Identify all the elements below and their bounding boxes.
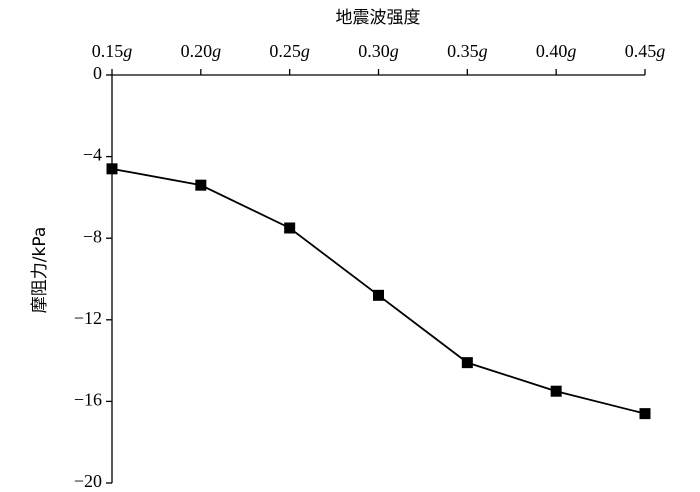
point-marker <box>284 222 296 234</box>
y-tick-label: 0 <box>93 63 102 83</box>
point-marker <box>195 179 207 191</box>
x-tick-label: 0.35g <box>447 41 488 61</box>
point-marker <box>373 289 384 301</box>
x-tick-label: 0.15g <box>92 41 133 61</box>
point-marker <box>106 163 118 175</box>
x-tick-label: 0.25g <box>269 41 310 61</box>
y-tick-label: −20 <box>74 471 102 491</box>
x-tick-label: 0.45g <box>625 41 666 61</box>
y-tick-label: −16 <box>74 390 102 410</box>
x-tick-label: 0.20g <box>181 41 222 61</box>
y-tick-label: −4 <box>83 145 102 165</box>
y-tick-label: −8 <box>83 226 102 246</box>
y-tick-label: −12 <box>74 308 102 328</box>
x-tick-label: 0.30g <box>358 41 399 61</box>
point-marker <box>639 408 651 420</box>
point-marker <box>461 357 473 369</box>
point-marker <box>550 385 562 397</box>
x-tick-label: 0.40g <box>536 41 577 61</box>
y-axis-label: 摩阻力/kPa <box>30 227 50 313</box>
chart-title: 地震波强度 <box>336 8 421 28</box>
